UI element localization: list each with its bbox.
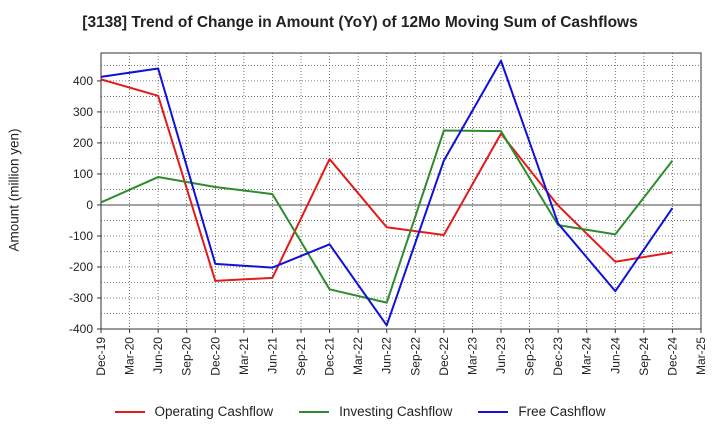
x-tick-label: Dec-22: [437, 337, 451, 376]
y-tick-label: -300: [69, 291, 93, 305]
x-tick-label: Jun-23: [494, 337, 508, 374]
y-tick-label: -400: [69, 322, 93, 336]
x-tick-label: Sep-21: [294, 337, 308, 376]
legend-item-free-cashflow: Free Cashflow: [478, 404, 605, 419]
x-tick-label: Jun-20: [151, 337, 165, 374]
x-tick-label: Sep-24: [637, 337, 651, 376]
legend-label: Free Cashflow: [518, 404, 606, 419]
investing-cashflow-line: [100, 129, 674, 304]
y-tick-label: 0: [86, 198, 93, 212]
x-tick-label: Dec-24: [665, 337, 679, 376]
axes: [97, 52, 702, 333]
x-tick-label: Dec-23: [551, 337, 565, 376]
chart-title: [3138] Trend of Change in Amount (YoY) o…: [82, 14, 638, 31]
x-tick-label: Jun-24: [608, 337, 622, 374]
x-tick-label: Mar-20: [123, 337, 137, 375]
legend-swatch: [299, 410, 330, 413]
x-tick-label: Mar-22: [351, 337, 365, 375]
free-cashflow-line: [100, 59, 674, 327]
x-tick-label: Mar-25: [694, 337, 708, 375]
y-tick-label: 300: [73, 105, 93, 119]
x-tick-label: Mar-21: [237, 337, 251, 375]
y-tick-label: 100: [73, 167, 93, 181]
x-tick-label: Dec-21: [323, 337, 337, 376]
legend-item-operating-cashflow: Operating Cashflow: [114, 404, 274, 419]
legend-label: Operating Cashflow: [154, 404, 274, 419]
x-tick-label: Mar-24: [580, 337, 594, 375]
x-tick-label: Sep-20: [180, 337, 194, 376]
y-tick-label: 400: [73, 74, 93, 88]
x-tick-label: Mar-23: [465, 337, 479, 375]
x-tick-label: Jun-21: [265, 337, 279, 374]
series-lines: [100, 59, 674, 327]
y-tick-label: 200: [73, 136, 93, 150]
legend: Operating Cashflow Investing Cashflow Free…: [0, 404, 720, 419]
x-tick-label: Jun-22: [380, 337, 394, 374]
plot-frame: [100, 52, 702, 330]
y-tick-label: -200: [69, 260, 93, 274]
x-tick-label: Sep-22: [408, 337, 422, 376]
x-tick-label: Dec-20: [208, 337, 222, 376]
legend-item-investing-cashflow: Investing Cashflow: [299, 404, 452, 419]
legend-swatch: [478, 410, 509, 413]
y-tick-label: -100: [69, 229, 93, 243]
legend-label: Investing Cashflow: [339, 404, 453, 419]
operating-cashflow-line: [100, 78, 673, 282]
x-tick-label: Dec-19: [94, 337, 108, 376]
legend-swatch: [114, 410, 145, 413]
x-tick-label: Sep-23: [523, 337, 537, 376]
